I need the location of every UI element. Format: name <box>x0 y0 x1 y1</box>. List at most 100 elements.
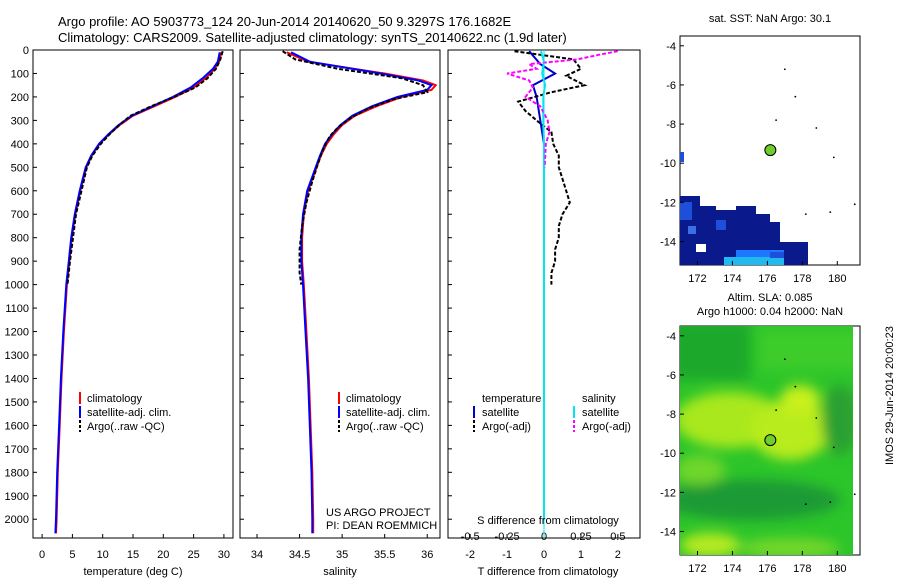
difference-legend: temperature salinity satellite Argo(-adj… <box>473 393 631 433</box>
difference-xlabel: T difference from climatology <box>478 566 619 578</box>
x-tick-label: 180 <box>828 563 846 575</box>
y-tick-label: -4 <box>666 331 676 343</box>
y-tick-label: 1200 <box>5 327 29 339</box>
imos-side-label: IMOS 29-Jun-2014 20:00:23 <box>884 326 896 465</box>
sla-blob <box>740 538 840 555</box>
x-tick-label: 20 <box>157 549 169 561</box>
series-line-satellite-adj-clim- <box>54 52 221 534</box>
series-line-argo-raw-qc- <box>282 50 429 285</box>
temperature-plot: 0100200300400500600700800900100011001200… <box>5 45 231 561</box>
island-speck <box>853 203 856 206</box>
y-tick-label: 200 <box>11 92 29 104</box>
x-tick-label: 174 <box>723 563 741 575</box>
island-speck <box>804 213 807 216</box>
salinity-axes <box>239 49 441 539</box>
series-line-argo-adj-temperature- <box>514 50 588 285</box>
series-line-satellite-temperature- <box>528 50 558 520</box>
sst-cell-block <box>696 244 706 252</box>
x-tick-label: 34.5 <box>289 549 310 561</box>
x-tick-label: 176 <box>758 273 776 285</box>
y-tick-label: 1800 <box>5 467 29 479</box>
y-tick-label: 900 <box>11 256 29 268</box>
sla-blob <box>780 385 820 415</box>
y-tick-label: 1600 <box>5 420 29 432</box>
temperature-xlabel: temperature (deg C) <box>83 566 182 578</box>
y-tick-label: -10 <box>660 158 676 170</box>
temperature-legend: climatology satellite-adj. clim. Argo(..… <box>79 392 171 433</box>
project-label: US ARGO PROJECT <box>326 507 431 519</box>
sla-blob <box>680 533 740 555</box>
island-speck <box>775 409 778 412</box>
sst-cell-block <box>780 242 808 265</box>
x-tick-label: 5 <box>69 549 75 561</box>
island-speck <box>853 493 856 496</box>
sst-cell-block <box>724 257 784 265</box>
sst-cell-block <box>770 252 784 258</box>
y-tick-label: 400 <box>11 139 29 151</box>
series-line-argo-adj-salinity- <box>506 50 618 168</box>
s-diff-tick-label: 0.5 <box>610 531 625 543</box>
island-speck <box>815 127 818 129</box>
x-tick-label: 10 <box>97 549 109 561</box>
sla-map-title-2: Argo h1000: 0.04 h2000: NaN <box>697 306 843 318</box>
y-tick-label: 1000 <box>5 280 29 292</box>
series-line-climatology <box>55 52 223 534</box>
sst-map-overlay: 172 174 176 178 180 -4 -6 -8 -10 -12 -14 <box>660 41 856 285</box>
x-tick-label: 0 <box>39 549 45 561</box>
y-tick-label: 300 <box>11 115 29 127</box>
x-tick-label: 34 <box>251 549 263 561</box>
x-tick-label: 35.5 <box>374 549 395 561</box>
s-diff-tick-label: -0.5 <box>461 531 480 543</box>
sla-map-title-1: Altim. SLA: 0.085 <box>728 292 813 304</box>
sst-cell-block <box>680 196 770 222</box>
x-tick-label: 2 <box>615 549 621 561</box>
sst-cell-block <box>716 220 726 230</box>
legend-title-salinity: salinity <box>582 393 616 405</box>
x-tick-label: -1 <box>502 549 512 561</box>
island-speck <box>783 358 786 361</box>
island-speck <box>775 119 778 122</box>
island-speck <box>783 68 786 71</box>
y-tick-label: -12 <box>660 487 676 499</box>
legend-label-argo-s: Argo(-adj) <box>582 421 631 433</box>
sla-map-overlay: 172 174 176 178 180 -4 -6 -8 -10 -12 -14 <box>660 331 856 575</box>
y-tick-label: 1400 <box>5 373 29 385</box>
sla-blob <box>680 480 840 520</box>
x-tick-label: 35 <box>336 549 348 561</box>
x-tick-label: 176 <box>758 563 776 575</box>
y-tick-label: 1100 <box>5 303 29 315</box>
y-tick-label: 1700 <box>5 444 29 456</box>
legend-label-sat-t: satellite <box>482 407 519 419</box>
legend-label-sat-s: satellite <box>582 407 619 419</box>
legend-label-satellite: satellite-adj. clim. <box>87 407 171 419</box>
pi-label: PI: DEAN ROEMMICH <box>326 520 437 532</box>
legend-label-argo: Argo(..raw -QC) <box>346 421 424 433</box>
series-line-argo-raw-qc- <box>66 50 224 285</box>
salinity-plot: 34 34.5 35 35.5 36 <box>240 49 438 561</box>
sla-blob <box>680 326 750 380</box>
sst-cell-block <box>736 250 784 258</box>
y-tick-label: 0 <box>23 45 29 57</box>
legend-title-temperature: temperature <box>482 393 541 405</box>
x-tick-label: 1 <box>578 549 584 561</box>
legend-label-climatology: climatology <box>346 393 402 405</box>
sla-blob <box>680 455 725 485</box>
s-diff-tick-label: -0.25 <box>495 531 520 543</box>
sst-map-title: sat. SST: NaN Argo: 30.1 <box>709 13 831 25</box>
sst-field <box>680 152 808 265</box>
argo-position-marker <box>764 144 777 157</box>
sst-cell-block <box>680 202 692 220</box>
y-tick-label: 100 <box>11 68 29 80</box>
salinity-legend: climatology satellite-adj. clim. Argo(..… <box>338 392 430 433</box>
y-tick-label: -12 <box>660 197 676 209</box>
salinity-xlabel: salinity <box>323 566 357 578</box>
island-speck <box>794 95 797 98</box>
x-tick-label: 25 <box>187 549 199 561</box>
legend-label-argo-t: Argo(-adj) <box>482 421 531 433</box>
x-tick-label: 30 <box>218 549 230 561</box>
island-speck <box>829 211 832 214</box>
y-tick-label: 700 <box>11 209 29 221</box>
sla-blob <box>760 330 853 370</box>
